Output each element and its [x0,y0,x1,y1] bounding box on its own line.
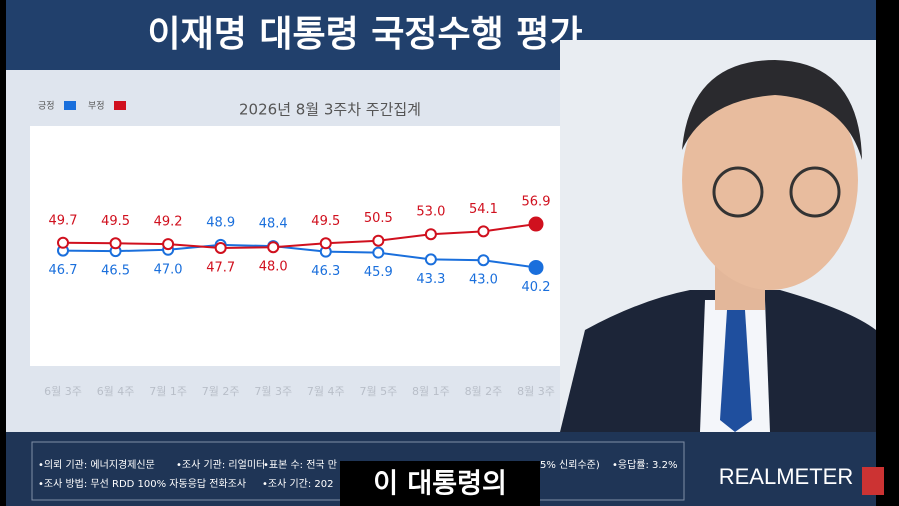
series-line [62,223,537,249]
value-label: 49.2 [154,215,183,230]
value-label: 48.0 [259,260,288,275]
footer-text: 5% 신뢰수준) [540,459,600,471]
legend-label: 부정 [88,101,105,112]
footer-text: •조사 기관: 리얼미터 [176,459,265,471]
caption: 이 대통령의 [373,469,507,500]
value-label: 43.3 [416,272,445,287]
point [57,236,69,249]
footer-text: •조사 기간: 202 [262,478,334,490]
caption-box [340,461,540,506]
glasses [789,166,841,218]
value-label: 49.7 [49,213,78,228]
x-tick-label: 7월 1주 [149,385,187,398]
footer-text: •의뢰 기관: 에너지경제신문 [38,458,155,471]
legend-swatch [114,101,126,110]
x-tick-label: 8월 1주 [412,385,450,398]
point [424,228,437,241]
tie [720,310,752,432]
hair [682,60,862,160]
point [109,237,122,250]
x-tick-label: 7월 3주 [254,385,292,398]
footer-text: •조사 방법: 무선 RDD 100% 자동응답 전화조사 [38,478,246,490]
x-tick-label: 6월 4주 [97,385,135,398]
value-label: 48.4 [259,217,288,232]
point [214,241,227,254]
value-label: 49.5 [101,214,130,229]
value-label: 56.9 [522,195,551,210]
badge [862,467,884,495]
value-label: 43.0 [469,273,498,288]
point [267,241,280,254]
point [477,225,490,238]
point [477,254,490,267]
legend-swatch [64,101,76,110]
title: 이재명 대통령 국정수행 평가 [147,14,582,55]
point [372,234,385,247]
face [682,70,858,290]
value-label: 40.2 [522,280,551,295]
value-label: 53.0 [416,205,445,220]
glasses [712,166,764,218]
point [424,253,437,266]
point [528,216,544,232]
point [528,259,544,275]
footer-text: •응답률: 3.2% [612,459,677,471]
value-label: 47.7 [206,260,235,275]
value-label: 45.9 [364,265,393,280]
value-label: 46.7 [49,263,78,278]
value-label: 46.3 [311,264,340,279]
value-label: 49.5 [311,214,340,229]
series-line [62,243,537,269]
x-tick-label: 7월 2주 [202,385,240,398]
footer-text: •표본 수: 전국 만 [263,459,337,471]
point [319,237,332,250]
subtitle: 2026년 8월 3주차 주간집계 [239,101,421,119]
x-tick-label: 8월 3주 [517,385,555,398]
point [162,238,175,251]
x-tick-label: 6월 3주 [44,385,82,398]
x-tick-label: 7월 5주 [359,385,397,398]
portrait [560,40,876,432]
logo: REALMETER [719,464,853,489]
value-label: 46.5 [101,264,130,279]
value-label: 47.0 [154,262,183,277]
value-label: 54.1 [469,202,498,217]
point [372,246,385,259]
value-label: 48.9 [206,215,235,230]
legend-label: 긍정 [38,101,55,112]
x-tick-label: 7월 4주 [307,385,345,398]
value-label: 50.5 [364,211,393,226]
x-tick-label: 8월 2주 [465,385,503,398]
